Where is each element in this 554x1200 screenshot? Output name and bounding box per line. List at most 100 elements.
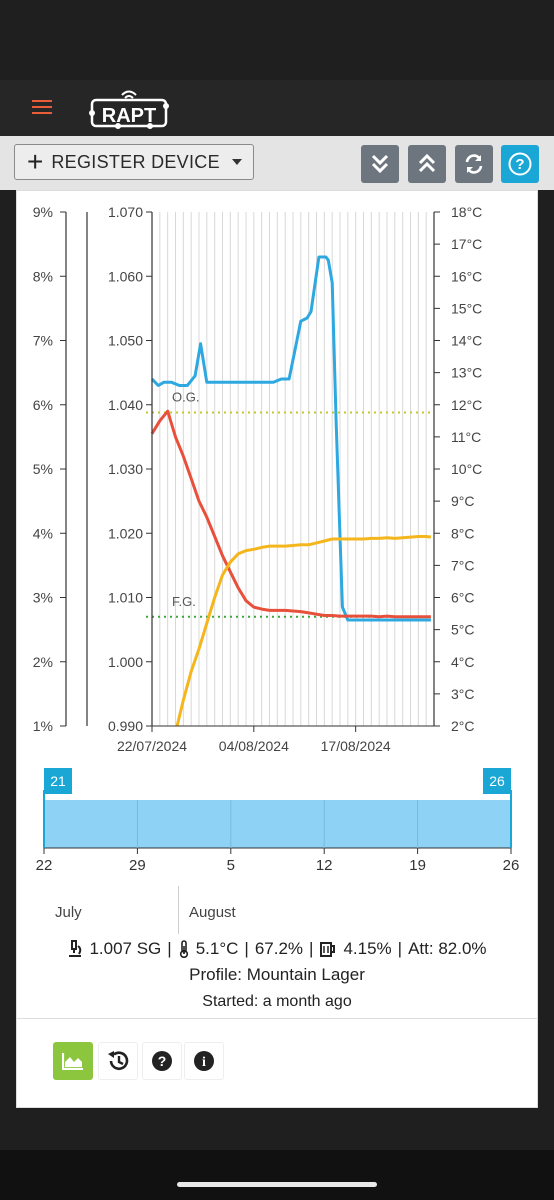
range-tick-label: 29 [129,857,146,874]
abv-tick-label: 8% [33,268,53,284]
range-tick-label: 22 [36,857,53,874]
logo-text: RAPT [102,105,156,127]
temperature-tick-label: 11°C [451,429,481,445]
fermentation-chart[interactable]: O.G. F.G. 9% 8% 7% 6% 5% 4% 3% 2% 1% 1.070 1.060 1.0… [0,190,554,770]
temperature-tick-label: 12°C [451,397,482,413]
abv-tick-label: 7% [33,333,53,349]
help-circle-icon: ? [508,152,532,176]
gravity-tick-label: 1.000 [108,654,143,670]
svg-text:?: ? [158,1053,167,1069]
gravity-tick-label: 1.020 [108,525,143,541]
range-fill [44,800,511,848]
x-tick-label: 04/08/2024 [219,738,289,754]
tab-chart[interactable] [53,1042,93,1080]
month-label-august: August [189,904,236,921]
range-tick-label: 19 [409,857,426,874]
reference-line-label: O.G. [172,389,199,404]
temperature-tick-label: 14°C [451,333,482,349]
rapt-logo: RAPT [88,86,170,137]
range-start-flag-label: 21 [50,773,66,789]
help-button[interactable]: ? [501,145,539,183]
temperature-tick-label: 9°C [451,493,475,509]
double-chevron-up-icon [418,153,436,173]
gravity-tick-label: 1.060 [108,268,143,284]
range-tick-label: 5 [227,857,235,874]
status-line: 1.007 SG | 5.1°C | 67.2% | 4.15% | Att: … [0,938,554,960]
svg-text:i: i [202,1055,206,1070]
abv-tick-label: 6% [33,397,53,413]
refresh-icon [465,154,483,174]
series-line [175,535,432,727]
gravity-tick-label: 1.030 [108,461,143,477]
refresh-button[interactable] [455,145,493,183]
question-circle-icon: ? [152,1051,172,1071]
separator: | [309,939,314,958]
abv-tick-label: 4% [33,525,53,541]
gravity-tick-label: 0.990 [108,718,143,734]
system-nav-bar [0,1150,554,1200]
collapse-all-button[interactable] [361,145,399,183]
temperature-tick-label: 6°C [451,590,475,606]
temperature-tick-label: 2°C [451,718,475,734]
divider [17,1018,537,1019]
gravity-reading: 1.007 SG [89,939,162,958]
expand-all-button[interactable] [408,145,446,183]
temperature-tick-label: 15°C [451,300,482,316]
series-line [150,409,431,619]
temperature-tick-label: 18°C [451,204,482,220]
separator: | [244,939,249,958]
history-icon [108,1051,129,1070]
range-tick-label: 26 [503,857,520,874]
register-device-label: REGISTER DEVICE [51,151,220,172]
range-start-flag [44,768,72,794]
gravity-tick-label: 1.010 [108,590,143,606]
x-tick-label: 22/07/2024 [117,738,187,754]
tab-help[interactable]: ? [142,1042,182,1080]
separator: | [167,939,172,958]
temperature-tick-label: 8°C [451,525,475,541]
status-bar [0,0,554,80]
thermometer-icon [179,940,188,958]
double-chevron-down-icon [371,154,389,174]
month-label-july: July [55,904,82,921]
started-text: Started: a month ago [202,993,352,1010]
tab-history[interactable] [98,1042,138,1080]
svg-text:?: ? [515,156,524,173]
register-device-button[interactable]: + REGISTER DEVICE [14,144,254,180]
plus-icon: + [27,146,44,177]
temperature-tick-label: 3°C [451,686,475,702]
date-range-selector[interactable]: 22 29 5 12 19 26 21 26 [0,760,554,880]
temperature-tick-label: 5°C [451,622,475,638]
separator: | [397,939,403,958]
attenuation-reading: Att: 82.0% [408,939,487,958]
range-end-flag-label: 26 [489,773,505,789]
abv-tick-label: 2% [33,654,53,670]
hamburger-icon[interactable] [32,100,52,116]
range-end-flag [483,768,511,794]
caret-down-icon [231,159,242,165]
range-tick-label: 12 [316,857,333,874]
app-bar [0,80,554,136]
beer-mug-icon [320,942,336,957]
temperature-tick-label: 13°C [451,365,482,381]
temperature-tick-label: 7°C [451,557,475,573]
gravity-tick-label: 1.050 [108,333,143,349]
abv-tick-label: 5% [33,461,53,477]
reference-line-label: F.G. [172,594,196,609]
microscope-icon [69,940,82,957]
gravity-tick-label: 1.040 [108,397,143,413]
abv-tick-label: 1% [33,718,53,734]
abv-tick-label: 3% [33,590,53,606]
series-line [150,255,431,622]
temperature-tick-label: 10°C [451,461,482,477]
home-indicator[interactable] [177,1182,377,1187]
temperature-tick-label: 16°C [451,268,482,284]
tab-info[interactable]: i [184,1042,224,1080]
abv-reading: 4.15% [343,939,392,958]
battery-reading: 67.2% [254,939,304,958]
temperature-reading: 5.1°C [195,939,239,958]
temperature-tick-label: 4°C [451,654,475,670]
gravity-tick-label: 1.070 [108,204,143,220]
temperature-tick-label: 17°C [451,236,482,252]
abv-tick-label: 9% [33,204,53,220]
